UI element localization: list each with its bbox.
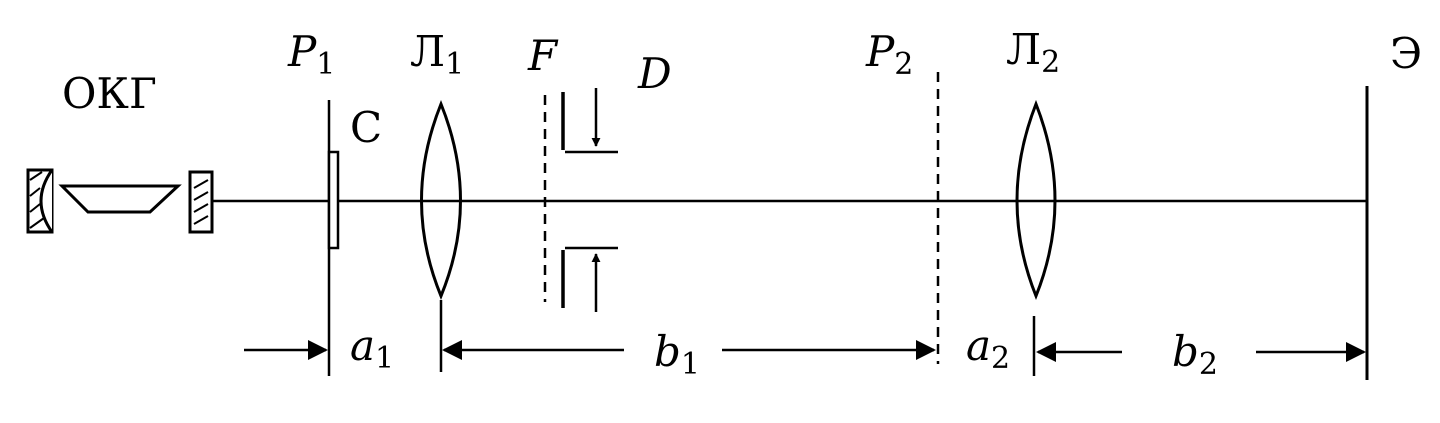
b2-label: b2 xyxy=(1172,327,1218,382)
b1-label: b1 xyxy=(654,327,700,382)
laser-label: ОКГ xyxy=(62,69,157,118)
d-label: D xyxy=(637,49,672,98)
screen-label: Э xyxy=(1390,29,1422,78)
p1-label: P1 xyxy=(287,27,335,82)
l1-label: Л1 xyxy=(410,27,464,82)
l2-label: Л2 xyxy=(1006,25,1060,80)
slide-c xyxy=(327,150,340,250)
lens-l2 xyxy=(1015,99,1057,301)
laser-active-medium xyxy=(58,184,182,214)
c-label: С xyxy=(350,103,382,152)
laser-back-mirror xyxy=(26,168,54,234)
dimension-arrows xyxy=(244,340,1366,362)
lens-l1 xyxy=(420,99,462,300)
a2-label: a2 xyxy=(966,321,1010,376)
aperture-d xyxy=(561,88,618,312)
laser-output-mirror xyxy=(188,170,214,234)
p2-label: P2 xyxy=(865,27,913,82)
a1-label: a1 xyxy=(350,321,394,376)
f-label: F xyxy=(527,31,559,80)
